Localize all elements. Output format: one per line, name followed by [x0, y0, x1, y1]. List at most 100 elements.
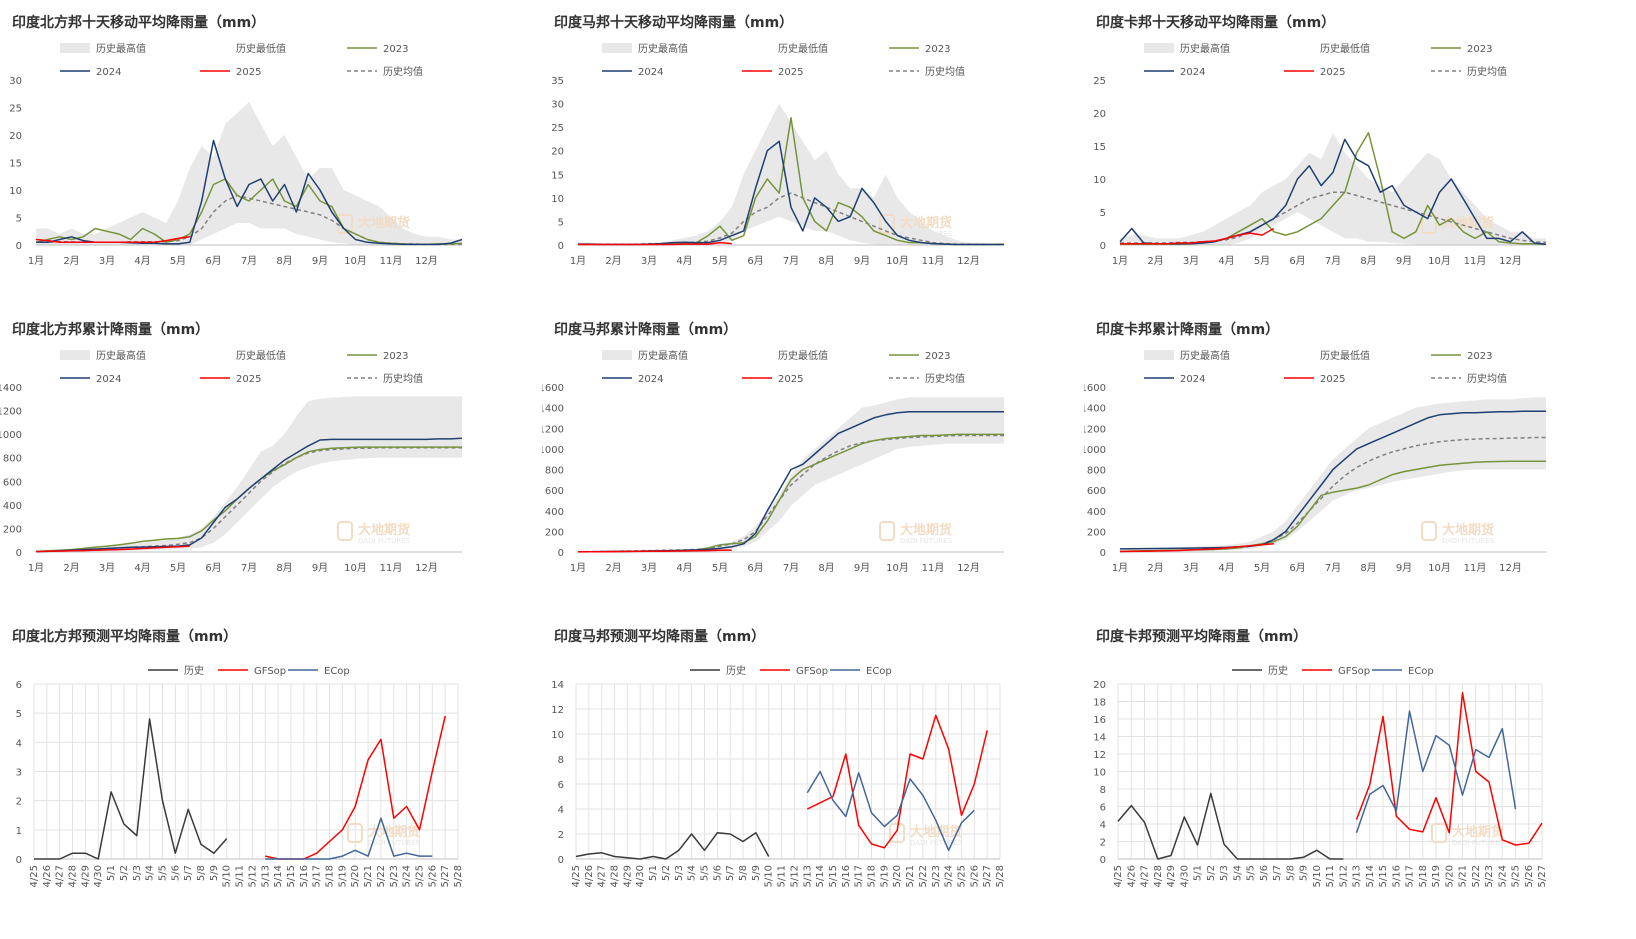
y-tick-label: 0 — [16, 241, 22, 252]
x-tick-label: 5/19 — [337, 865, 348, 887]
x-tick-label: 5/25 — [1511, 865, 1522, 887]
x-tick-label: 5/23 — [931, 865, 942, 887]
legend-label: GFSop — [1338, 666, 1370, 677]
chart-6-svg: 0 1 2 3 4 5 6 4/25 4/26 4/27 4/28 4/29 4/30 5/1 5/2 5/3… — [16, 665, 464, 887]
x-tick-label: 4/28 — [68, 865, 79, 887]
x-tick-label: 1月 — [1112, 255, 1128, 267]
y-tick-label: 25 — [9, 104, 22, 115]
historical-range-band — [578, 397, 1004, 552]
chart-3-svg: 0 200 400 600 800 1000 1200 1400 1月 2月 3月 4月 5月 6月 7月 8… — [0, 349, 463, 574]
watermark-subtext: DADI FUTURES — [1452, 839, 1505, 847]
x-tick-label: 5/18 — [867, 865, 878, 887]
x-tick-label: 2月 — [1147, 255, 1163, 267]
x-tick-label: 2月 — [605, 562, 621, 574]
y-tick-label: 5 — [1100, 208, 1106, 219]
x-tick-label: 5/17 — [854, 865, 865, 887]
legend-label: 历史均值 — [925, 372, 965, 385]
x-tick-label: 11月 — [1464, 255, 1487, 267]
legend-label: 2025 — [236, 67, 261, 78]
y-tick-label: 30 — [9, 76, 22, 87]
y-tick-label: 1200 — [542, 424, 564, 435]
x-tick-label: 1月 — [570, 255, 586, 267]
legend-label: ECop — [866, 666, 892, 677]
y-tick-label: 600 — [1087, 486, 1106, 497]
x-tick-label: 5/9 — [1299, 865, 1310, 881]
y-tick-label: 800 — [545, 466, 564, 477]
x-tick-label: 2月 — [63, 255, 79, 267]
legend-label: GFSop — [796, 666, 828, 677]
y-tick-label: 400 — [1087, 507, 1106, 518]
legend-label: 历史最高值 — [638, 42, 688, 55]
x-tick-label: 9月 — [312, 255, 328, 267]
y-tick-label: 1200 — [1084, 424, 1106, 435]
x-tick-label: 5月 — [712, 562, 728, 574]
y-tick-label: 1200 — [0, 407, 22, 418]
x-tick-label: 5/16 — [841, 865, 852, 887]
x-tick-label: 4月 — [1218, 562, 1234, 574]
x-tick-label: 5/27 — [1537, 865, 1548, 887]
y-tick-label: 4 — [558, 805, 564, 816]
watermark-text: 大地期货 — [900, 522, 952, 538]
y-tick-label: 3 — [16, 768, 22, 779]
y-tick-label: 400 — [545, 507, 564, 518]
x-tick-label: 8月 — [276, 255, 292, 267]
watermark-logo-icon — [337, 521, 353, 541]
x-tick-label: 4/30 — [635, 865, 646, 887]
x-tick-label: 3月 — [99, 562, 115, 574]
chart-8-svg: 0 2 4 6 8 10 12 14 16 18 20 4/25 4/26 4/27 4/28 4/29 4/3… — [1093, 665, 1548, 887]
chart-title: 印度马邦十天移动平均降雨量（mm） — [554, 15, 794, 31]
y-tick-label: 10 — [551, 194, 564, 205]
watermark-text: 大地期货 — [900, 215, 952, 231]
x-tick-label: 7月 — [241, 562, 257, 574]
y-tick-label: 15 — [9, 159, 22, 170]
x-tick-label: 5/7 — [183, 865, 194, 881]
x-tick-label: 10月 — [344, 562, 367, 574]
y-tick-label: 800 — [1087, 466, 1106, 477]
x-tick-label: 12月 — [1499, 562, 1522, 574]
x-tick-label: 5/22 — [1471, 865, 1482, 887]
x-tick-label: 2月 — [63, 562, 79, 574]
panel-3: 印度北方邦累计降雨量（mm） 0 200 400 600 800 1000 1200 1400… — [0, 307, 545, 620]
legend-label: 2025 — [778, 374, 803, 385]
watermark-logo-icon — [1431, 823, 1447, 843]
x-tick-label: 5/17 — [1405, 865, 1416, 887]
x-tick-label: 9月 — [1396, 562, 1412, 574]
legend-label: 2024 — [638, 374, 663, 385]
x-tick-label: 5/11 — [235, 865, 246, 887]
x-tick-label: 5/27 — [982, 865, 993, 887]
watermark-subtext: DADI FUTURES — [1442, 537, 1495, 545]
chart-title: 印度北方邦累计降雨量（mm） — [12, 322, 210, 338]
x-tick-label: 5/14 — [273, 865, 284, 887]
legend-label: 历史最低值 — [778, 349, 828, 362]
x-tick-label: 11月 — [380, 255, 403, 267]
legend-label: 历史均值 — [925, 65, 965, 78]
x-tick-label: 4/27 — [1140, 865, 1151, 887]
x-tick-label: 5/6 — [1259, 865, 1270, 881]
x-tick-label: 5/23 — [1484, 865, 1495, 887]
ecop-series-line — [265, 817, 433, 860]
legend-swatch — [200, 350, 230, 360]
y-tick-label: 6 — [558, 780, 564, 791]
series-2025-line — [577, 549, 732, 553]
x-tick-label: 5/13 — [802, 865, 813, 887]
chart-title: 印度北方邦十天移动平均降雨量（mm） — [12, 15, 266, 31]
watermark-logo-icon — [1421, 521, 1437, 541]
x-tick-label: 5/9 — [751, 865, 762, 881]
x-tick-label: 6月 — [1289, 255, 1305, 267]
x-tick-label: 3月 — [1183, 255, 1199, 267]
x-tick-label: 4/28 — [1153, 865, 1164, 887]
panel-4: 印度马邦累计降雨量（mm） 0 200 400 600 800 1000 1200 1400 1… — [542, 307, 1087, 620]
x-tick-label: 5/20 — [1444, 865, 1455, 887]
y-tick-label: 2 — [558, 830, 564, 841]
x-tick-label: 5/28 — [995, 865, 1006, 887]
x-tick-label: 5/21 — [363, 865, 374, 887]
x-tick-label: 5/1 — [106, 865, 117, 881]
legend-label: 历史最高值 — [1180, 349, 1230, 362]
y-tick-label: 12 — [1093, 750, 1106, 761]
x-tick-label: 4月 — [1218, 255, 1234, 267]
y-tick-label: 15 — [551, 170, 564, 181]
x-tick-label: 5/2 — [661, 865, 672, 881]
x-tick-label: 4/26 — [584, 865, 595, 887]
watermark-text: 大地期货 — [1442, 215, 1494, 231]
legend-swatch — [1144, 43, 1174, 53]
